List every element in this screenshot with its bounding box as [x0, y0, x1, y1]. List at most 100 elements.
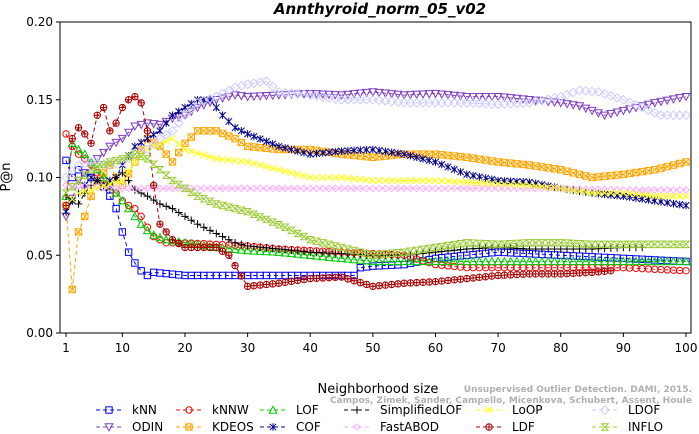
- data-point: [344, 174, 352, 182]
- data-point: [506, 271, 515, 279]
- data-point: [142, 119, 153, 128]
- data-point: [218, 184, 227, 193]
- data-point: [355, 89, 365, 99]
- data-point: [406, 247, 415, 255]
- data-point: [456, 240, 465, 248]
- data-point: [149, 120, 159, 129]
- data-point: [563, 185, 571, 193]
- data-point: [619, 189, 627, 197]
- data-point: [593, 87, 604, 97]
- data-point: [575, 170, 584, 179]
- data-point: [131, 158, 139, 166]
- data-point: [225, 235, 233, 244]
- data-point: [606, 256, 616, 266]
- data-point: [456, 168, 465, 176]
- data-point: [293, 229, 303, 238]
- data-point: [574, 85, 585, 96]
- data-point: [275, 245, 283, 253]
- data-point: [487, 256, 497, 266]
- data-point: [262, 243, 271, 252]
- data-point: [531, 270, 540, 278]
- data-point: [624, 97, 635, 108]
- data-point: [218, 232, 227, 241]
- legend-item-inflo: INFLO: [592, 420, 663, 434]
- data-point: [350, 277, 358, 285]
- data-point: [513, 181, 521, 189]
- data-point: [626, 193, 634, 201]
- data-point: [106, 180, 114, 188]
- data-point: [425, 156, 433, 165]
- data-point: [355, 248, 365, 256]
- data-point: [162, 150, 170, 158]
- data-point: [137, 184, 146, 193]
- data-point: [444, 177, 452, 185]
- data-point: [462, 184, 471, 193]
- data-point: [506, 256, 516, 266]
- data-point: [337, 273, 346, 281]
- data-point: [550, 239, 559, 247]
- data-point: [425, 184, 434, 193]
- data-point: [86, 166, 96, 174]
- data-point: [562, 239, 572, 247]
- legend-item-ldof: LDOF: [592, 403, 660, 417]
- data-point: [105, 183, 114, 192]
- data-point: [262, 137, 270, 146]
- data-point: [331, 147, 339, 156]
- data-point: [81, 130, 89, 138]
- data-point: [350, 175, 358, 183]
- data-point: [419, 278, 427, 287]
- data-point: [168, 135, 177, 143]
- data-point: [643, 100, 654, 110]
- data-point: [405, 256, 416, 266]
- data-point: [594, 268, 603, 276]
- data-point: [482, 179, 490, 187]
- data-point: [374, 95, 385, 106]
- data-point: [349, 254, 359, 264]
- x-tick-label: 60: [428, 341, 443, 355]
- data-point: [118, 228, 127, 236]
- x-tick-label: 70: [490, 341, 505, 355]
- data-point: [463, 170, 471, 179]
- data-point: [193, 243, 202, 252]
- data-point: [557, 184, 565, 192]
- data-point: [137, 267, 145, 275]
- data-point: [319, 173, 327, 182]
- data-point: [393, 249, 403, 257]
- data-point: [236, 92, 246, 101]
- data-point: [518, 95, 528, 104]
- data-point: [469, 171, 477, 180]
- data-point: [568, 101, 578, 110]
- data-point: [218, 129, 227, 138]
- data-point: [469, 184, 477, 193]
- data-point: [581, 104, 591, 114]
- data-point: [669, 240, 678, 249]
- data-point: [393, 90, 403, 100]
- data-point: [237, 240, 246, 249]
- data-point: [117, 195, 128, 205]
- data-point: [543, 256, 553, 266]
- data-point: [212, 184, 221, 193]
- data-point: [111, 188, 121, 197]
- data-point: [230, 244, 240, 254]
- data-point: [669, 161, 678, 169]
- data-point: [350, 146, 358, 155]
- data-point: [388, 177, 396, 185]
- data-point: [406, 184, 415, 193]
- data-point: [105, 158, 115, 166]
- x-tick-label: 10: [115, 341, 130, 355]
- data-point: [462, 256, 472, 266]
- data-point: [161, 129, 172, 140]
- data-point: [131, 204, 139, 213]
- data-point: [262, 280, 271, 289]
- data-point: [199, 195, 209, 203]
- data-point: [488, 179, 496, 187]
- data-point: [181, 212, 189, 221]
- data-point: [180, 110, 190, 121]
- data-point: [74, 189, 83, 197]
- data-point: [369, 282, 377, 291]
- data-point: [474, 256, 484, 266]
- data-point: [581, 256, 591, 266]
- data-point: [336, 91, 347, 100]
- data-point: [449, 240, 459, 249]
- data-point: [581, 240, 591, 248]
